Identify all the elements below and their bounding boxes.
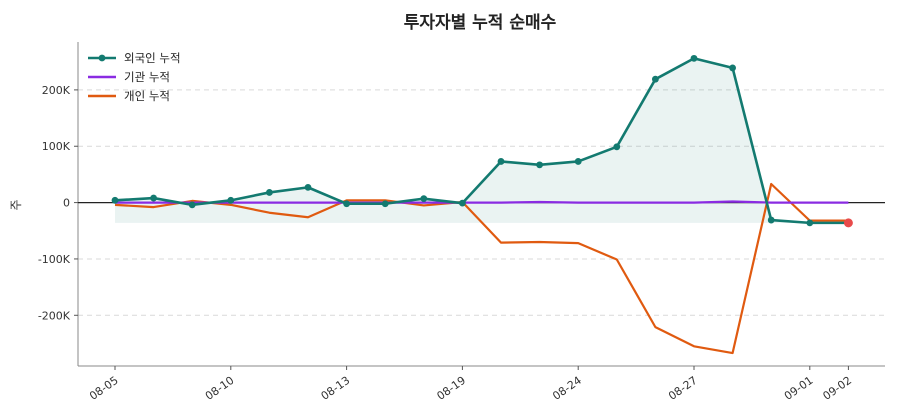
series-area-fill	[115, 58, 849, 223]
data-point	[304, 183, 312, 191]
chart-title: 투자자별 누적 순매수	[404, 13, 557, 33]
series-line	[114, 57, 849, 225]
legend-label: 기관 누적	[124, 70, 170, 84]
y-tick-label: 100K	[42, 140, 71, 153]
x-tick-label: 08-05	[87, 374, 121, 403]
x-tick-label: 08-24	[550, 374, 584, 403]
data-point	[806, 219, 814, 227]
data-point	[613, 143, 621, 151]
data-point	[729, 64, 736, 72]
x-tick-label: 09-01	[782, 374, 816, 403]
legend-label: 개인 누적	[124, 89, 170, 103]
legend-label: 외국인 누적	[124, 51, 181, 65]
y-tick-label: -200K	[38, 309, 71, 322]
x-tick-label: 08-13	[319, 374, 353, 403]
x-tick-label: 08-10	[203, 374, 237, 403]
data-point	[652, 75, 659, 83]
data-point	[188, 201, 196, 209]
y-tick-label: 0	[63, 197, 70, 210]
data-point	[150, 194, 158, 202]
data-point	[459, 199, 466, 207]
data-point	[420, 195, 428, 203]
data-point	[690, 54, 698, 62]
y-tick-label: 200K	[42, 84, 71, 97]
fill-layer	[115, 58, 849, 223]
data-point	[536, 161, 543, 169]
legend-marker	[98, 54, 106, 62]
data-point	[343, 200, 350, 208]
data-point	[381, 200, 389, 208]
data-point	[111, 196, 119, 204]
data-point	[497, 158, 505, 165]
end-marker	[843, 218, 853, 228]
data-point	[266, 189, 273, 196]
data-point	[767, 216, 775, 224]
x-tick-label: 09-02	[820, 374, 854, 403]
data-point	[574, 158, 582, 165]
y-tick-label: -100K	[38, 253, 71, 266]
series-layer	[111, 54, 853, 355]
series-line	[115, 200, 849, 204]
y-axis-label: 주	[9, 199, 23, 210]
series-line	[114, 182, 849, 355]
x-tick-label: 08-19	[434, 374, 468, 403]
x-tick-label: 08-27	[666, 374, 700, 403]
data-point	[227, 196, 235, 204]
